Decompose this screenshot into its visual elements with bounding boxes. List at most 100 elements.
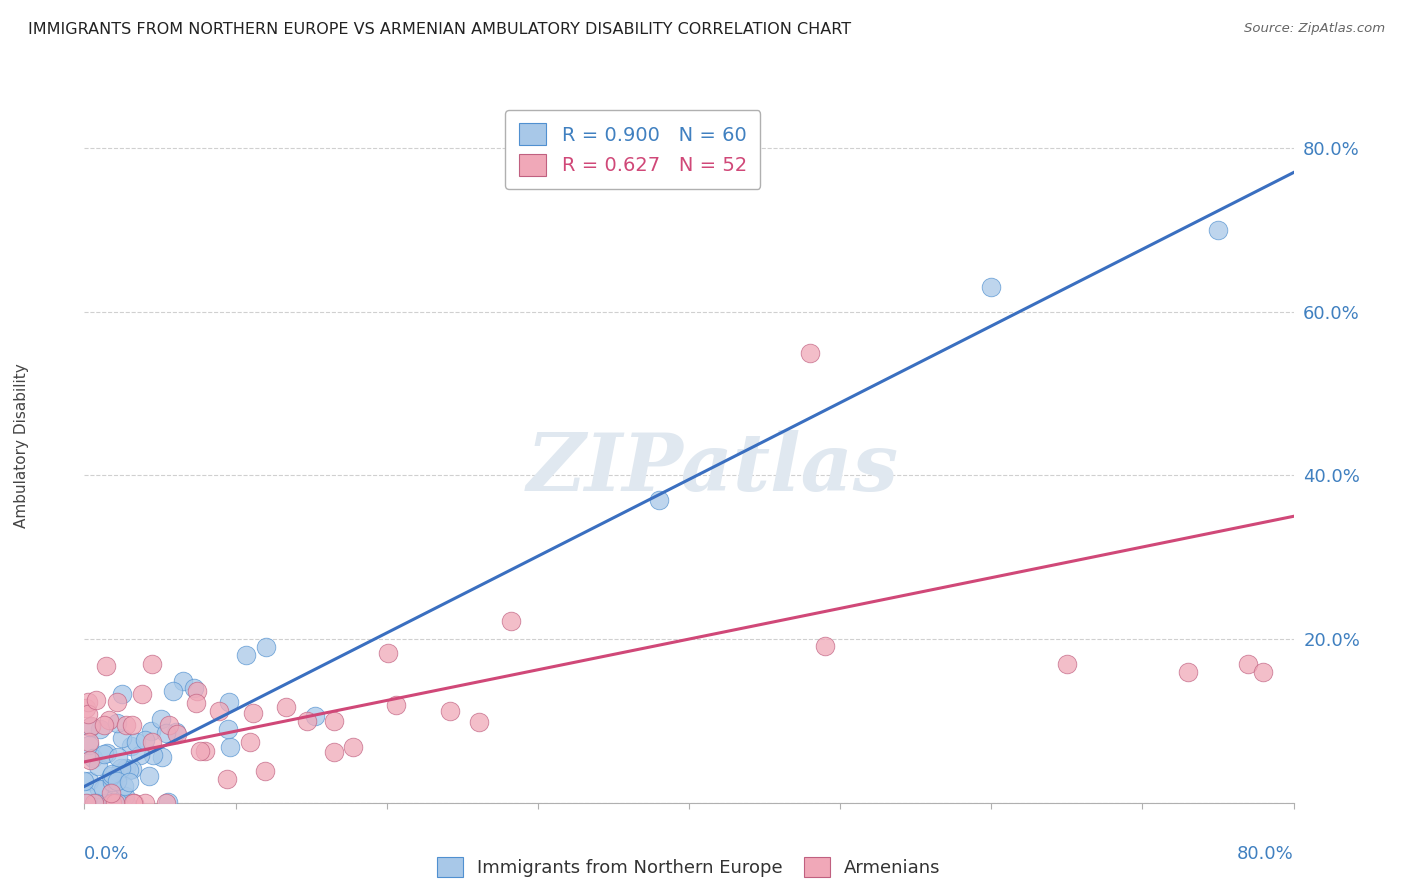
Point: [342, 740, 364, 755]
Point: [1251, 665, 1274, 679]
Point: [218, 739, 240, 754]
Point: [101, 772, 124, 786]
Point: [110, 761, 132, 775]
Point: [142, 747, 165, 762]
Point: [104, 796, 127, 810]
Point: [253, 764, 276, 778]
Point: [96, 746, 118, 760]
Point: [100, 786, 122, 800]
Point: [239, 735, 262, 749]
Point: [183, 681, 205, 695]
Point: [118, 763, 141, 777]
Point: [75, 788, 97, 802]
Point: [172, 673, 194, 688]
Point: [134, 732, 156, 747]
Point: [125, 735, 148, 749]
Point: [184, 697, 207, 711]
Point: [121, 762, 143, 776]
Point: [86, 796, 108, 810]
Point: [77, 695, 100, 709]
Point: [93, 747, 115, 762]
Point: [215, 772, 238, 787]
Point: [322, 714, 344, 728]
Point: [80, 719, 103, 733]
Point: [1206, 223, 1229, 237]
Point: [150, 750, 173, 764]
Point: [77, 735, 100, 749]
Text: IMMIGRANTS FROM NORTHERN EUROPE VS ARMENIAN AMBULATORY DISABILITY CORRELATION CH: IMMIGRANTS FROM NORTHERN EUROPE VS ARMEN…: [28, 22, 851, 37]
Point: [122, 796, 145, 810]
Point: [110, 687, 132, 701]
Point: [115, 718, 138, 732]
Point: [501, 614, 523, 628]
Text: Source: ZipAtlas.com: Source: ZipAtlas.com: [1244, 22, 1385, 36]
Point: [186, 684, 208, 698]
Point: [162, 684, 184, 698]
Point: [107, 749, 129, 764]
Point: [377, 646, 399, 660]
Point: [120, 739, 142, 754]
Point: [208, 704, 231, 718]
Point: [799, 345, 821, 359]
Point: [128, 747, 150, 762]
Point: [89, 722, 111, 736]
Point: [150, 712, 173, 726]
Point: [108, 766, 131, 780]
Point: [647, 492, 671, 507]
Point: [155, 796, 177, 810]
Point: [134, 796, 156, 810]
Point: [1177, 665, 1199, 679]
Point: [138, 769, 160, 783]
Point: [468, 714, 491, 729]
Point: [165, 724, 187, 739]
Point: [322, 745, 344, 759]
Point: [141, 724, 163, 739]
Point: [79, 753, 101, 767]
Point: [194, 744, 217, 758]
Point: [141, 735, 163, 749]
Point: [87, 759, 110, 773]
Point: [157, 717, 180, 731]
Point: [218, 695, 240, 709]
Point: [94, 796, 117, 810]
Point: [77, 706, 100, 721]
Point: [91, 781, 114, 796]
Point: [115, 796, 138, 810]
Point: [166, 726, 188, 740]
Point: [1237, 657, 1260, 671]
Point: [77, 773, 100, 788]
Point: [73, 774, 96, 789]
Point: [141, 657, 163, 671]
Point: [103, 777, 125, 791]
Text: Ambulatory Disability: Ambulatory Disability: [14, 364, 28, 528]
Point: [131, 687, 153, 701]
Text: ZIPatlas: ZIPatlas: [527, 430, 900, 508]
Point: [87, 781, 110, 796]
Text: 0.0%: 0.0%: [84, 845, 129, 863]
Point: [118, 775, 141, 789]
Point: [84, 692, 107, 706]
Point: [115, 761, 138, 775]
Point: [980, 280, 1002, 294]
Point: [105, 716, 128, 731]
Point: [254, 640, 277, 655]
Point: [124, 796, 146, 810]
Point: [155, 725, 177, 739]
Point: [79, 720, 101, 734]
Point: [157, 795, 180, 809]
Point: [75, 796, 97, 810]
Point: [101, 775, 124, 789]
Point: [96, 659, 118, 673]
Point: [100, 796, 122, 810]
Point: [111, 731, 134, 745]
Text: 80.0%: 80.0%: [1237, 845, 1294, 863]
Point: [276, 700, 298, 714]
Point: [107, 796, 129, 810]
Point: [105, 774, 128, 789]
Point: [121, 717, 143, 731]
Point: [217, 722, 239, 736]
Point: [97, 713, 120, 727]
Point: [1056, 657, 1078, 671]
Point: [93, 718, 115, 732]
Point: [77, 796, 100, 810]
